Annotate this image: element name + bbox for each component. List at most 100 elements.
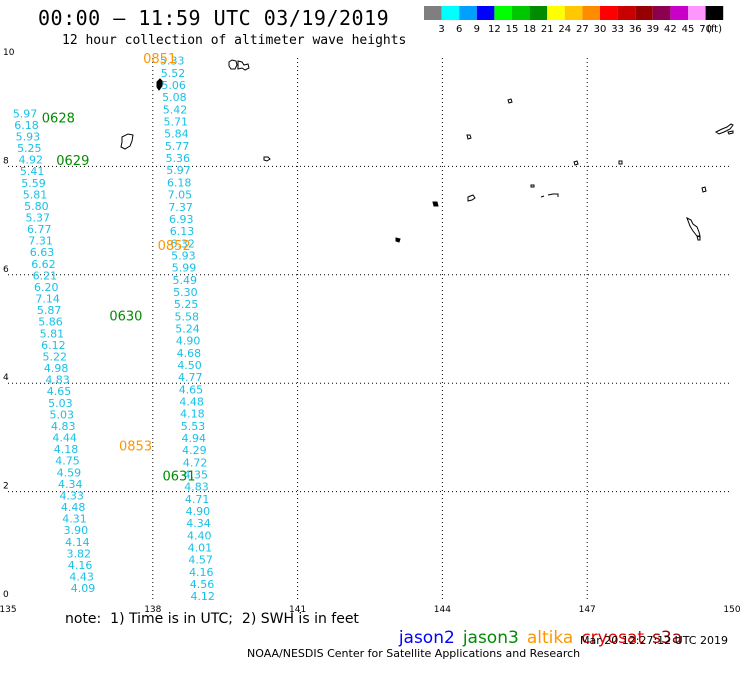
island-outline <box>530 184 535 188</box>
legend-label: 21 <box>541 24 554 35</box>
legend-label: 33 <box>611 24 624 35</box>
island-outline <box>507 98 513 104</box>
swh-value: 4.83 <box>184 481 209 494</box>
y-tick-label: 10 <box>3 48 15 58</box>
swh-value: 4.57 <box>188 554 213 567</box>
legend-label: 36 <box>629 24 642 35</box>
swh-value: 6.18 <box>167 176 192 189</box>
swh-value: 4.83 <box>51 420 75 433</box>
island-outlines <box>120 59 734 243</box>
legend-swatch <box>459 6 477 20</box>
x-tick-label: 147 <box>579 605 596 615</box>
pass-label: 0630 <box>109 309 142 324</box>
x-tick-label: 144 <box>434 605 451 615</box>
swh-value: 5.93 <box>16 130 40 143</box>
swh-value: 5.36 <box>166 152 191 165</box>
swh-value: 5.41 <box>20 165 45 178</box>
legend-swatch <box>529 6 548 20</box>
swh-value: 5.99 <box>172 262 197 275</box>
legend-label: 24 <box>558 24 571 35</box>
legend-swatch <box>424 6 442 20</box>
swh-value: 4.65 <box>47 385 72 398</box>
island-outline <box>395 237 401 243</box>
swh-value: 5.52 <box>161 67 186 80</box>
legend-label: 39 <box>646 24 659 35</box>
swh-value: 5.97 <box>13 107 38 120</box>
sat-altika: altika <box>526 628 574 648</box>
island-outline <box>618 160 623 165</box>
swh-value: 4.18 <box>54 443 79 456</box>
legend-swatch <box>688 6 706 20</box>
swh-value: 5.86 <box>38 316 63 329</box>
swh-value: 6.20 <box>34 281 59 294</box>
sat-cryosat: cryosat <box>581 628 645 648</box>
swh-value: 4.48 <box>179 395 204 408</box>
swh-value: 4.90 <box>176 335 201 348</box>
pass-label: 0853 <box>119 440 152 455</box>
island-outline <box>540 193 559 198</box>
page-subtitle: 12 hour collection of altimeter wave hei… <box>62 33 407 48</box>
swh-value: 4.71 <box>185 493 210 506</box>
pass-label: 0629 <box>56 154 89 169</box>
swh-value: 4.94 <box>181 432 206 445</box>
swh-value: 4.09 <box>71 582 96 595</box>
y-tick-label: 6 <box>3 265 9 275</box>
swh-value: 6.77 <box>27 223 52 236</box>
legend-label: 9 <box>474 24 480 35</box>
color-legend: 3 6 9 12 15 18 21 24 27 30 33 36 39 42 45 70(ft) <box>424 6 724 35</box>
footer-note: note: 1) Time is in UTC; 2) SWH is in fe… <box>65 611 359 627</box>
swh-value: 5.97 <box>166 164 191 177</box>
legend-label: 27 <box>576 24 589 35</box>
island-outline <box>715 123 734 135</box>
swh-value: 4.33 <box>59 489 84 502</box>
swh-value: 6.12 <box>41 339 65 352</box>
swh-value: 5.33 <box>160 55 185 68</box>
legend-swatch <box>476 6 495 20</box>
sat-s3a: s3a <box>652 628 683 648</box>
swh-value: 5.84 <box>164 128 189 141</box>
swh-value: 4.34 <box>58 478 82 491</box>
sat-jason2: jason2 <box>398 628 455 648</box>
legend-swatch <box>670 6 688 20</box>
legend-label: 70 <box>699 24 712 35</box>
swh-value: 4.44 <box>52 432 77 445</box>
swh-value: 3.90 <box>64 524 89 537</box>
island-outline <box>573 160 579 166</box>
lat-lon-grid <box>8 58 732 600</box>
swh-value: 6.13 <box>170 225 195 238</box>
pass-label: 0631 <box>162 469 195 484</box>
x-tick-label: 138 <box>144 605 161 615</box>
swh-value: 4.29 <box>182 444 207 457</box>
swh-value: 6.32 <box>170 237 195 250</box>
credit-line: NOAA/NESDIS Center for Satellite Applica… <box>240 634 728 673</box>
island-outline <box>228 59 250 71</box>
y-tick-label: 8 <box>3 156 9 166</box>
island-outline <box>120 133 134 150</box>
legend-label: 3 <box>438 24 444 35</box>
legend-swatch <box>617 6 636 20</box>
swh-value: 5.37 <box>26 212 51 225</box>
legend-label: 45 <box>682 24 695 35</box>
island-outline <box>263 156 271 162</box>
swh-value: 4.56 <box>190 578 215 591</box>
swh-value: 6.63 <box>30 246 55 259</box>
legend-label: 6 <box>456 24 462 35</box>
x-tick-label: 150 <box>723 605 740 615</box>
swh-value: 4.16 <box>68 559 93 572</box>
swh-value: 5.03 <box>48 397 72 410</box>
legend-label: 30 <box>594 24 607 35</box>
legend-swatch <box>494 6 512 20</box>
swh-value: 4.98 <box>44 362 68 375</box>
swh-value: 5.49 <box>172 274 197 287</box>
swh-value: 5.06 <box>161 79 186 92</box>
swh-value: 4.48 <box>61 501 86 514</box>
swh-value: 6.18 <box>14 119 39 132</box>
swh-value: 4.59 <box>57 466 82 479</box>
swh-value: 4.75 <box>55 455 80 468</box>
swh-value: 5.25 <box>174 298 199 311</box>
satellite-legend: jason2 jason3 altika cryosat s3a <box>388 608 690 648</box>
x-tick-label: 141 <box>289 605 306 615</box>
swh-value: 4.01 <box>188 542 213 555</box>
legend-swatch <box>582 6 600 20</box>
